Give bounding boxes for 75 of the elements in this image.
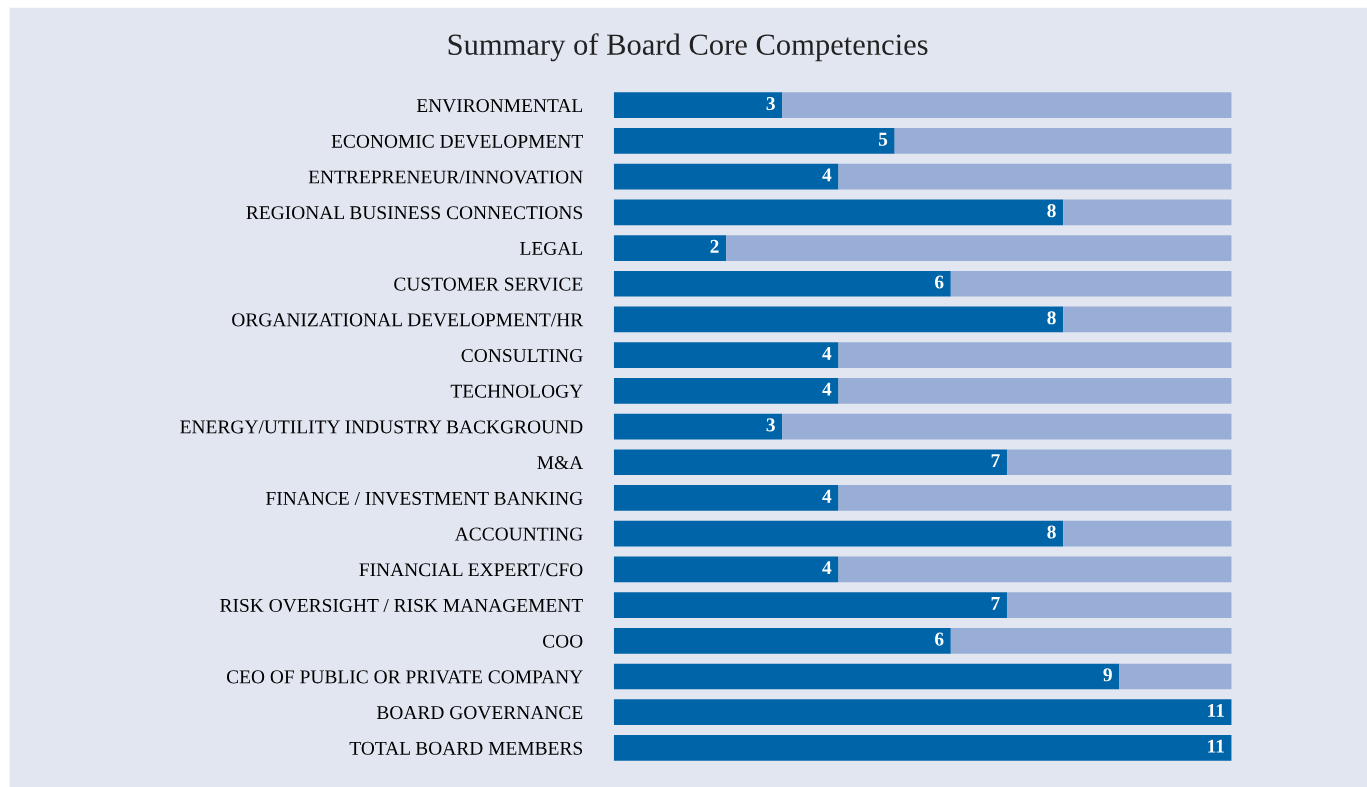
y-tick-label: BOARD GOVERNANCE <box>376 706 583 720</box>
data-label: 4 <box>822 561 832 575</box>
data-label: 6 <box>935 275 944 289</box>
bar <box>613 413 783 440</box>
bar <box>613 663 1120 690</box>
data-label: 4 <box>822 489 832 503</box>
bar <box>613 735 1232 761</box>
data-label: 8 <box>1047 311 1056 325</box>
chart-title: Summary of Board Core Competencies <box>448 33 928 62</box>
data-label: 11 <box>1208 739 1224 753</box>
data-label: 5 <box>878 132 888 146</box>
bar <box>613 699 1232 726</box>
data-label: 6 <box>935 632 944 646</box>
y-tick-label: TECHNOLOGY <box>450 384 583 398</box>
y-tick-label: RISK OVERSIGHT / RISK MANAGEMENT <box>220 598 583 613</box>
bar <box>613 163 839 190</box>
bar <box>782 92 1232 119</box>
bar <box>613 449 1007 476</box>
bar <box>613 199 1064 226</box>
y-tick-label: CONSULTING <box>461 349 583 363</box>
bar <box>1006 449 1232 476</box>
data-label: 11 <box>1208 704 1224 717</box>
y-tick-label: ENVIRONMENTAL <box>416 99 583 113</box>
data-label: 4 <box>822 168 832 182</box>
bar <box>1063 199 1232 226</box>
bar <box>613 92 783 119</box>
data-label: 7 <box>991 454 1000 467</box>
bar <box>1006 592 1232 618</box>
bar <box>613 520 1064 547</box>
bar <box>1063 306 1232 333</box>
data-label: 4 <box>822 382 832 396</box>
bar <box>1119 663 1232 690</box>
data-label: 7 <box>991 597 1000 610</box>
bar <box>613 342 839 368</box>
y-tick-label: ACCOUNTING <box>454 527 583 541</box>
data-label: 3 <box>766 418 775 432</box>
data-label: 2 <box>710 239 719 253</box>
y-tick-label: FINANCIAL EXPERT/CFO <box>359 563 583 577</box>
bar <box>613 270 951 297</box>
bar <box>613 485 839 511</box>
y-tick-label: ENERGY/UTILITY INDUSTRY BACKGROUND <box>180 420 583 434</box>
y-tick-label: CEO OF PUBLIC OR PRIVATE COMPANY <box>226 670 583 684</box>
data-label: 9 <box>1103 668 1112 682</box>
bar <box>894 128 1232 154</box>
y-tick-label: ORGANIZATIONAL DEVELOPMENT/HR <box>232 313 584 327</box>
y-tick-label: TOTAL BOARD MEMBERS <box>349 741 583 755</box>
bar <box>613 235 727 261</box>
bar <box>782 413 1232 440</box>
y-tick-label: M&A <box>537 456 584 470</box>
y-tick-label: FINANCE / INVESTMENT BANKING <box>266 491 583 505</box>
y-tick-label: LEGAL <box>520 241 583 255</box>
data-label: 8 <box>1047 525 1056 539</box>
bar <box>613 128 895 154</box>
y-tick-label: ECONOMIC DEVELOPMENT <box>331 134 583 148</box>
bar <box>613 378 839 404</box>
bar <box>950 627 1232 654</box>
bar <box>838 556 1232 583</box>
data-label: 4 <box>822 347 832 360</box>
bar <box>726 235 1232 261</box>
data-label: 8 <box>1047 204 1056 218</box>
bar <box>613 592 1007 618</box>
data-label: 3 <box>766 97 775 111</box>
y-tick-label: CUSTOMER SERVICE <box>394 277 583 291</box>
bar <box>613 306 1064 333</box>
bar <box>838 485 1232 511</box>
y-tick-label: REGIONAL BUSINESS CONNECTIONS <box>246 206 583 220</box>
bar <box>1063 520 1232 547</box>
bar <box>613 627 951 654</box>
bar <box>838 163 1232 190</box>
bar <box>838 342 1232 368</box>
bar <box>613 556 839 583</box>
bar <box>950 270 1232 297</box>
y-tick-label: ENTREPRENEUR/INNOVATION <box>308 170 583 184</box>
bar <box>838 378 1232 404</box>
y-tick-label: COO <box>542 634 583 648</box>
